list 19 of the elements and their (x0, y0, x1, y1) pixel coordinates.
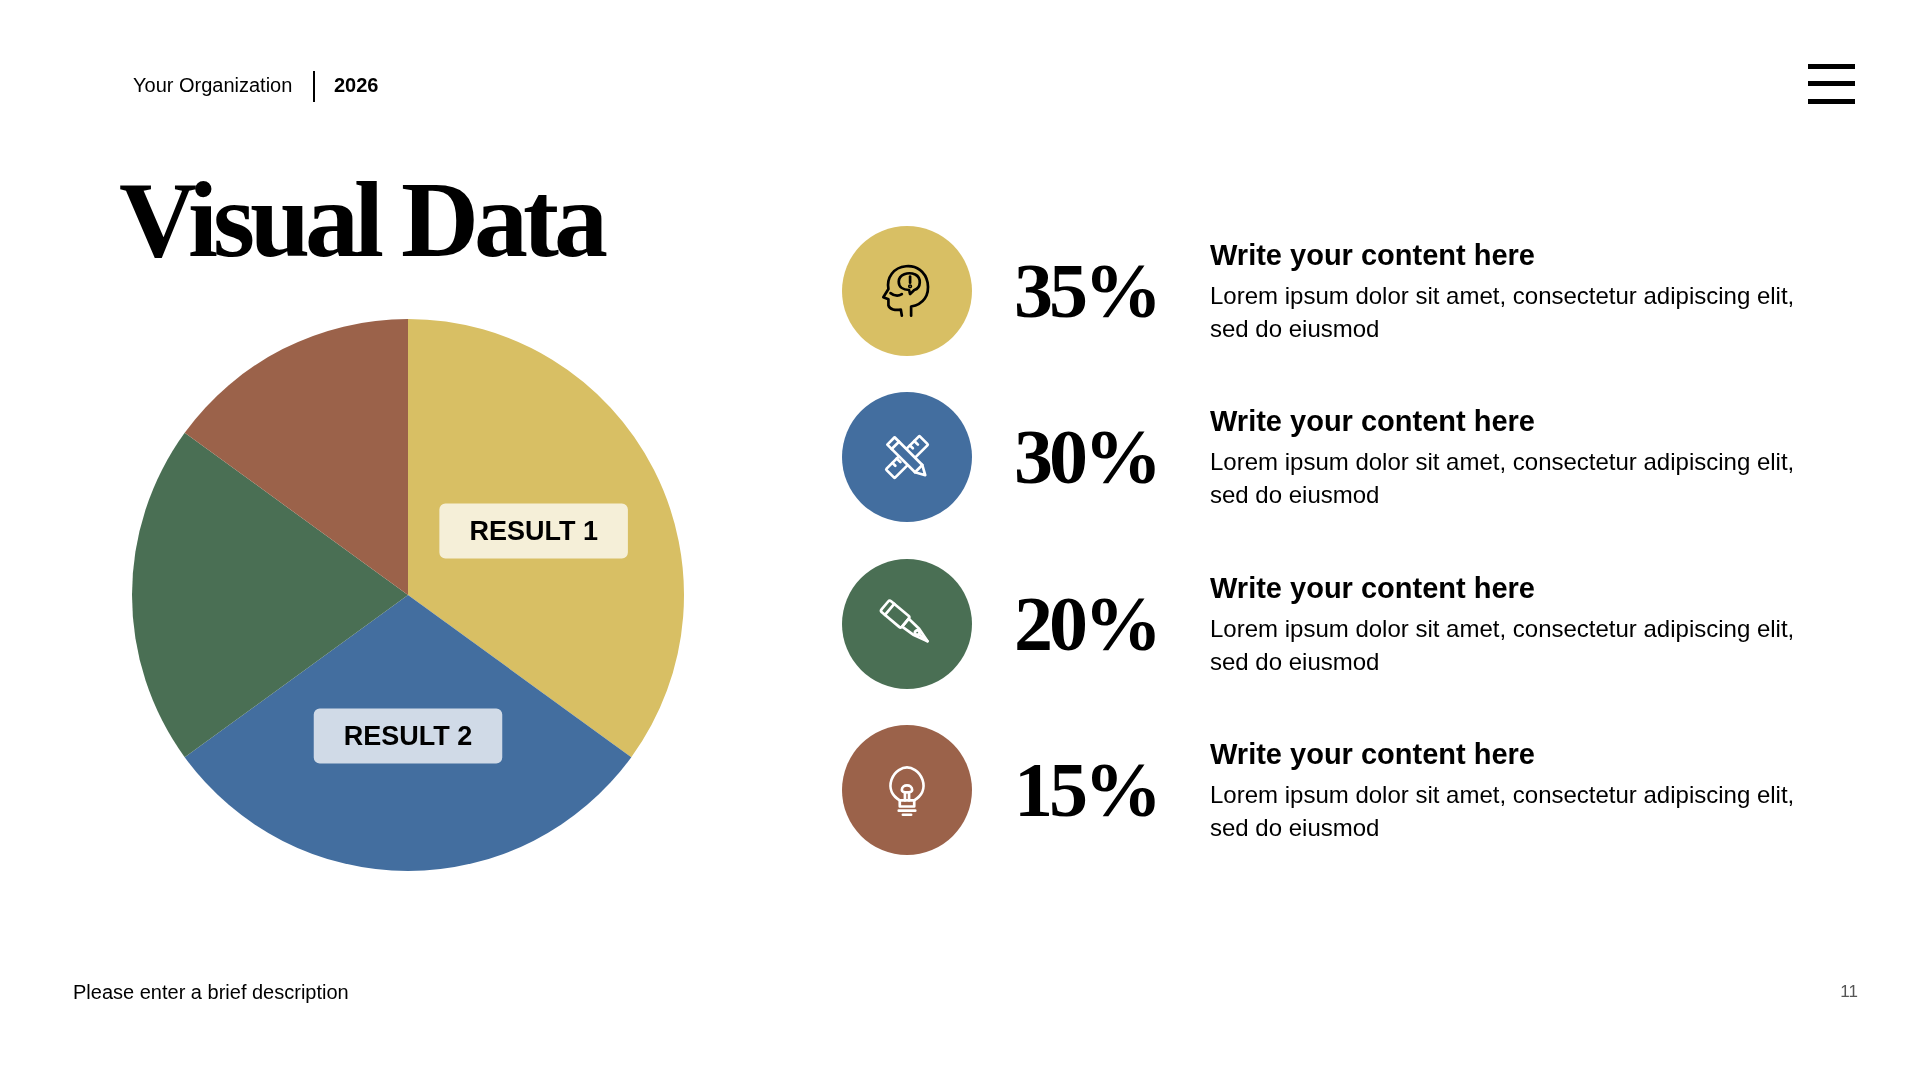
text: Write your content here (1210, 737, 1536, 773)
text: 35% (1014, 246, 1158, 336)
slice-label: RESULT 2 (343, 721, 473, 751)
text: Write your content here (1210, 570, 1536, 606)
text: Lorem ipsum dolor sit amet, consectetur adipiscing elit, sed do eiusmod (1210, 613, 1796, 677)
text: 15% (1014, 745, 1158, 836)
slice-label: RESULT 1 (469, 515, 598, 546)
text: Write your content here (1210, 404, 1536, 440)
text: Lorem ipsum dolor sit amet, consectetur adipiscing elit, sed do eiusmod (1210, 780, 1796, 844)
text: Lorem ipsum dolor sit amet, consectetur adipiscing elit, sed do eiusmod (1210, 281, 1796, 344)
text: Your Organization (133, 73, 293, 98)
chart-title: Visual Data (119, 160, 604, 279)
text: Please enter a brief description (73, 980, 349, 1005)
text: 11 (1840, 981, 1858, 1003)
text: 2026 (334, 73, 379, 98)
text: 20% (1014, 578, 1158, 669)
text: 30% (1014, 412, 1158, 503)
text: Write your content here (1210, 238, 1536, 273)
text: Lorem ipsum dolor sit amet, consectetur adipiscing elit, sed do eiusmod (1210, 447, 1796, 511)
